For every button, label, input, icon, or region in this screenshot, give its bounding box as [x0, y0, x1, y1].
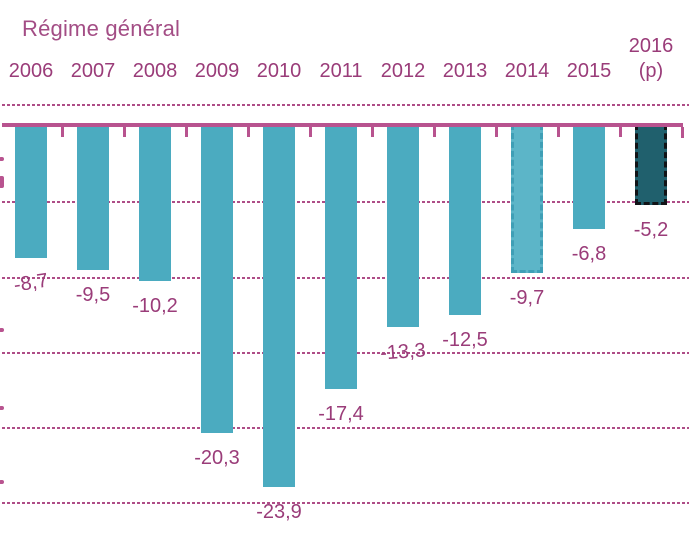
- zero-axis-line: [2, 123, 683, 127]
- axis-end-tick: [681, 127, 684, 138]
- value-label-2016: -5,2: [633, 219, 669, 241]
- bar-2014: [511, 124, 543, 273]
- year-label-2011: 2011: [319, 60, 363, 82]
- value-label-2008: -10,2: [132, 295, 178, 317]
- bar-2006: [15, 124, 47, 258]
- bar-2009: [201, 124, 233, 433]
- year-label-2007: 2007: [70, 60, 116, 82]
- bar-2012: [387, 124, 419, 327]
- year-label-2008: 2008: [132, 60, 178, 82]
- value-label-2013: -12,5: [442, 329, 488, 351]
- year-label-2010: 2010: [256, 60, 302, 82]
- axis-tick: [371, 127, 374, 137]
- bar-2008: [139, 124, 171, 281]
- axis-tick: [619, 127, 622, 137]
- value-label-2010: -23,9: [256, 501, 302, 523]
- axis-tick: [185, 127, 188, 137]
- year-label-2013: 2013: [442, 60, 488, 82]
- year-label-2009: 2009: [194, 60, 240, 82]
- axis-tick: [495, 127, 498, 137]
- axis-tick: [123, 127, 126, 137]
- chart-title: Régime général: [22, 16, 181, 41]
- gridline--20: [2, 427, 689, 429]
- year-sublabel-2016: (p): [638, 60, 664, 82]
- cropped-left-edge-fragment: [0, 176, 4, 188]
- axis-tick: [61, 127, 64, 137]
- cropped-left-edge-fragment: [0, 480, 4, 484]
- cropped-left-edge-fragment: [0, 328, 4, 332]
- bar-2010: [263, 124, 295, 487]
- bar-2011: [325, 124, 357, 389]
- value-label-2009: -20,3: [194, 447, 240, 469]
- bar-2007: [77, 124, 109, 270]
- year-label-2015: 2015: [566, 60, 612, 82]
- bar-2013: [449, 124, 481, 315]
- value-label-2007: -9,5: [75, 284, 111, 306]
- value-label-2014: -9,7: [509, 287, 545, 309]
- axis-tick: [309, 127, 312, 137]
- value-label-2015: -6,8: [571, 243, 607, 265]
- bar-2015: [573, 124, 605, 229]
- axis-tick: [557, 127, 560, 137]
- year-label-2014: 2014: [504, 60, 550, 82]
- axis-tick: [247, 127, 250, 137]
- cropped-left-edge-fragment: [0, 406, 4, 410]
- gridline--25: [2, 502, 689, 504]
- cropped-left-edge-fragment: [0, 157, 4, 161]
- bar-2016: [635, 124, 667, 205]
- value-label-2011: -17,4: [318, 403, 364, 425]
- plot-top-border: [2, 104, 689, 106]
- year-label-2006: 2006: [8, 60, 54, 82]
- year-label-2012: 2012: [380, 60, 426, 82]
- axis-tick: [433, 127, 436, 137]
- year-label-2016: 2016: [628, 35, 674, 57]
